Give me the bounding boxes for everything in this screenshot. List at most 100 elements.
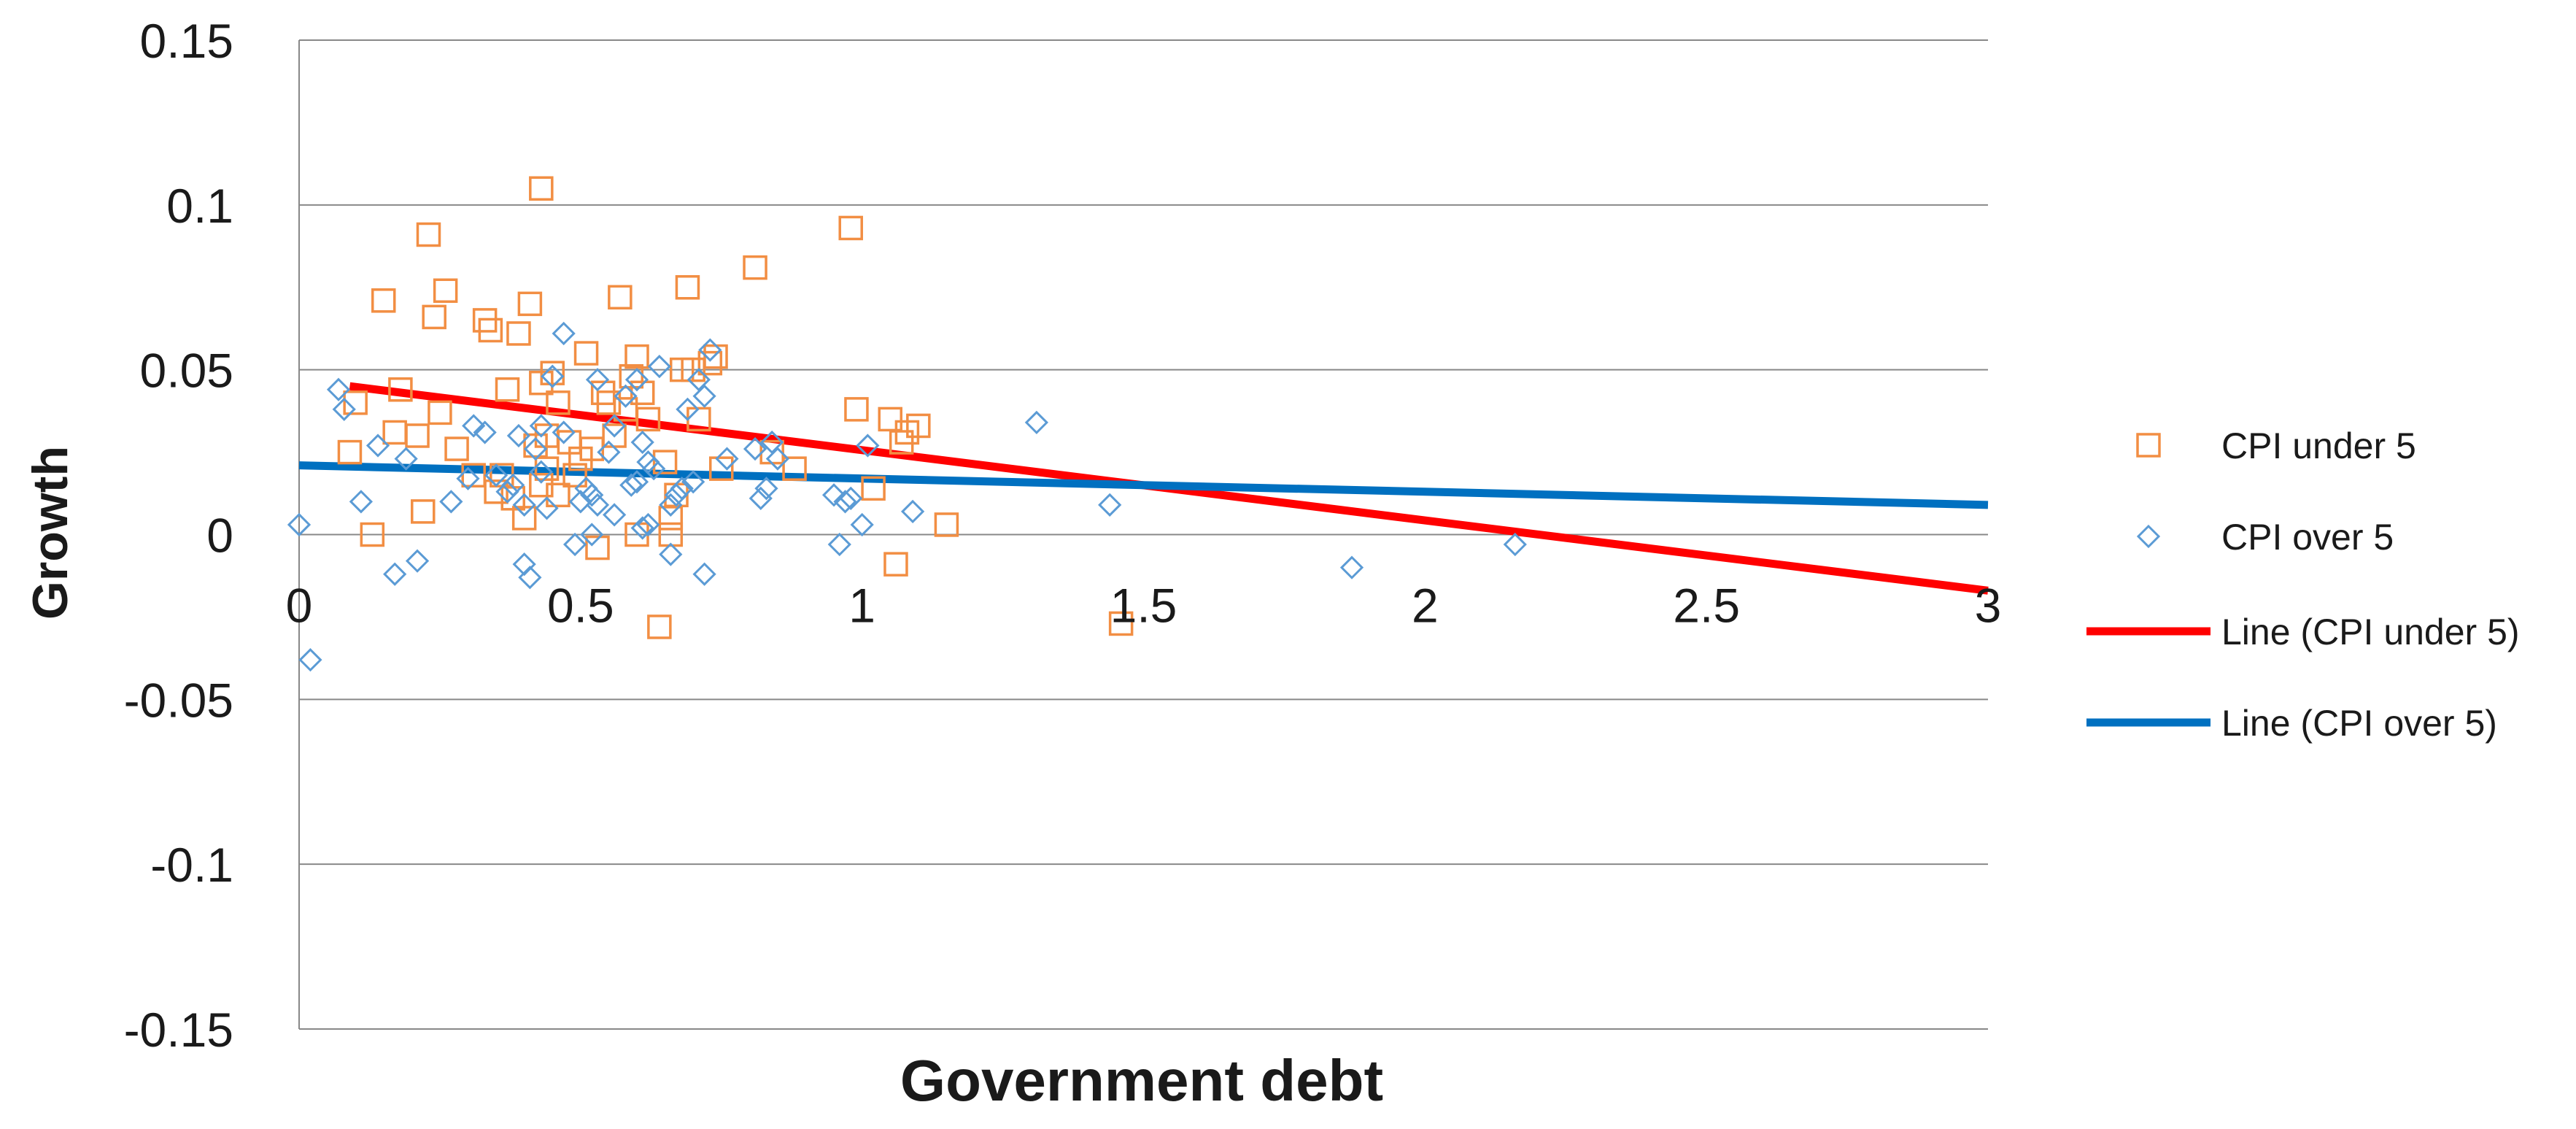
data-point-square: [495, 377, 520, 402]
data-point-diamond: [749, 486, 773, 510]
data-point-square: [517, 291, 543, 317]
data-point-square: [540, 361, 565, 385]
data-point-square: [647, 614, 672, 639]
data-point-diamond: [850, 512, 874, 537]
data-point-diamond: [552, 420, 576, 444]
trend-line: [298, 461, 1989, 509]
data-point-diamond: [686, 368, 711, 392]
data-point-diamond: [659, 542, 683, 566]
legend-label: Line (CPI over 5): [2221, 703, 2497, 744]
data-point-square: [388, 377, 413, 402]
y-tick-label: -0.05: [124, 673, 233, 727]
data-point-diamond: [670, 477, 694, 501]
data-point-square: [878, 406, 902, 432]
data-point-diamond: [603, 414, 627, 438]
data-point-square: [422, 304, 446, 330]
data-point-diamond: [647, 355, 671, 379]
data-point-diamond: [664, 483, 689, 507]
data-point-diamond: [585, 493, 610, 517]
data-point-diamond: [1098, 493, 1122, 517]
legend-swatch-diamond: [2136, 524, 2161, 549]
data-points: [287, 176, 1527, 672]
data-point-diamond: [1339, 555, 1364, 579]
data-point-diamond: [473, 420, 497, 444]
data-point-square: [906, 413, 931, 439]
legend: CPI under 5 CPI over 5 Line (CPI under 5) L…: [2086, 425, 2520, 744]
legend-label: CPI over 5: [2221, 517, 2394, 558]
data-point-diamond: [597, 440, 621, 464]
data-point-diamond: [512, 493, 536, 517]
data-point-square: [573, 341, 599, 366]
data-point-square: [405, 423, 430, 448]
data-point-diamond: [743, 436, 767, 461]
data-point-square: [782, 456, 807, 481]
data-point-square: [1108, 611, 1134, 636]
x-tick-label: 1: [848, 579, 875, 633]
data-point-diamond: [619, 473, 643, 497]
x-tick-label: 0: [286, 579, 313, 633]
data-point-diamond: [676, 397, 700, 421]
legend-swatch-square: [2136, 433, 2161, 458]
data-point-diamond: [523, 436, 548, 461]
data-point-square: [624, 344, 649, 369]
data-point-diamond: [715, 447, 739, 471]
data-point-diamond: [821, 483, 846, 507]
y-tick-label: 0.05: [140, 344, 233, 398]
data-point-diamond: [501, 473, 525, 497]
data-point-square: [743, 255, 767, 280]
data-point-square: [709, 456, 734, 481]
data-point-square: [478, 317, 503, 343]
data-point-square: [337, 439, 363, 465]
data-point-square: [444, 436, 469, 461]
data-point-diamond: [630, 516, 654, 540]
data-point-square: [511, 506, 537, 531]
data-point-square: [675, 275, 700, 300]
data-point-square: [411, 499, 436, 524]
data-point-square: [433, 278, 458, 304]
data-point-square: [608, 285, 633, 310]
data-point-diamond: [636, 512, 660, 537]
data-point-diamond: [585, 368, 610, 392]
data-point-diamond: [1503, 532, 1527, 557]
data-point-diamond: [681, 470, 705, 494]
data-point-square: [546, 390, 570, 415]
data-point-square: [534, 456, 560, 481]
data-point-square: [883, 552, 908, 577]
y-tick-label: 0: [206, 509, 233, 563]
data-point-diamond: [580, 523, 604, 547]
data-point-square: [371, 288, 396, 313]
data-point-square: [844, 397, 869, 422]
data-point-diamond: [1024, 410, 1049, 435]
data-point-square: [360, 522, 385, 547]
data-point-diamond: [512, 552, 536, 577]
legend-label: Line (CPI under 5): [2221, 612, 2520, 652]
y-tick-label: -0.15: [124, 1003, 233, 1057]
data-point-square: [861, 476, 886, 501]
data-point-diamond: [541, 364, 565, 388]
data-point-diamond: [760, 430, 784, 455]
data-point-diamond: [535, 496, 559, 520]
data-point-square: [697, 350, 723, 376]
data-point-diamond: [529, 460, 553, 484]
x-axis-title: Government debt: [900, 1048, 1383, 1113]
data-point-square: [546, 482, 570, 508]
data-point-square: [428, 400, 452, 425]
data-point-square: [664, 482, 689, 508]
legend-label: CPI under 5: [2221, 425, 2416, 466]
data-point-square: [703, 344, 728, 369]
data-point-diamond: [839, 486, 863, 510]
data-point-diamond: [518, 566, 542, 590]
data-point-diamond: [624, 470, 649, 494]
data-point-diamond: [856, 434, 880, 458]
y-tick-label: 0.1: [166, 179, 233, 233]
data-point-diamond: [603, 503, 627, 527]
data-point-diamond: [698, 338, 722, 362]
data-point-diamond: [833, 490, 857, 514]
data-point-diamond: [754, 477, 778, 501]
x-tick-label: 0.5: [547, 579, 614, 633]
data-point-diamond: [349, 490, 374, 514]
data-point-diamond: [439, 490, 463, 514]
data-point-diamond: [298, 648, 322, 672]
data-point-diamond: [692, 562, 716, 586]
